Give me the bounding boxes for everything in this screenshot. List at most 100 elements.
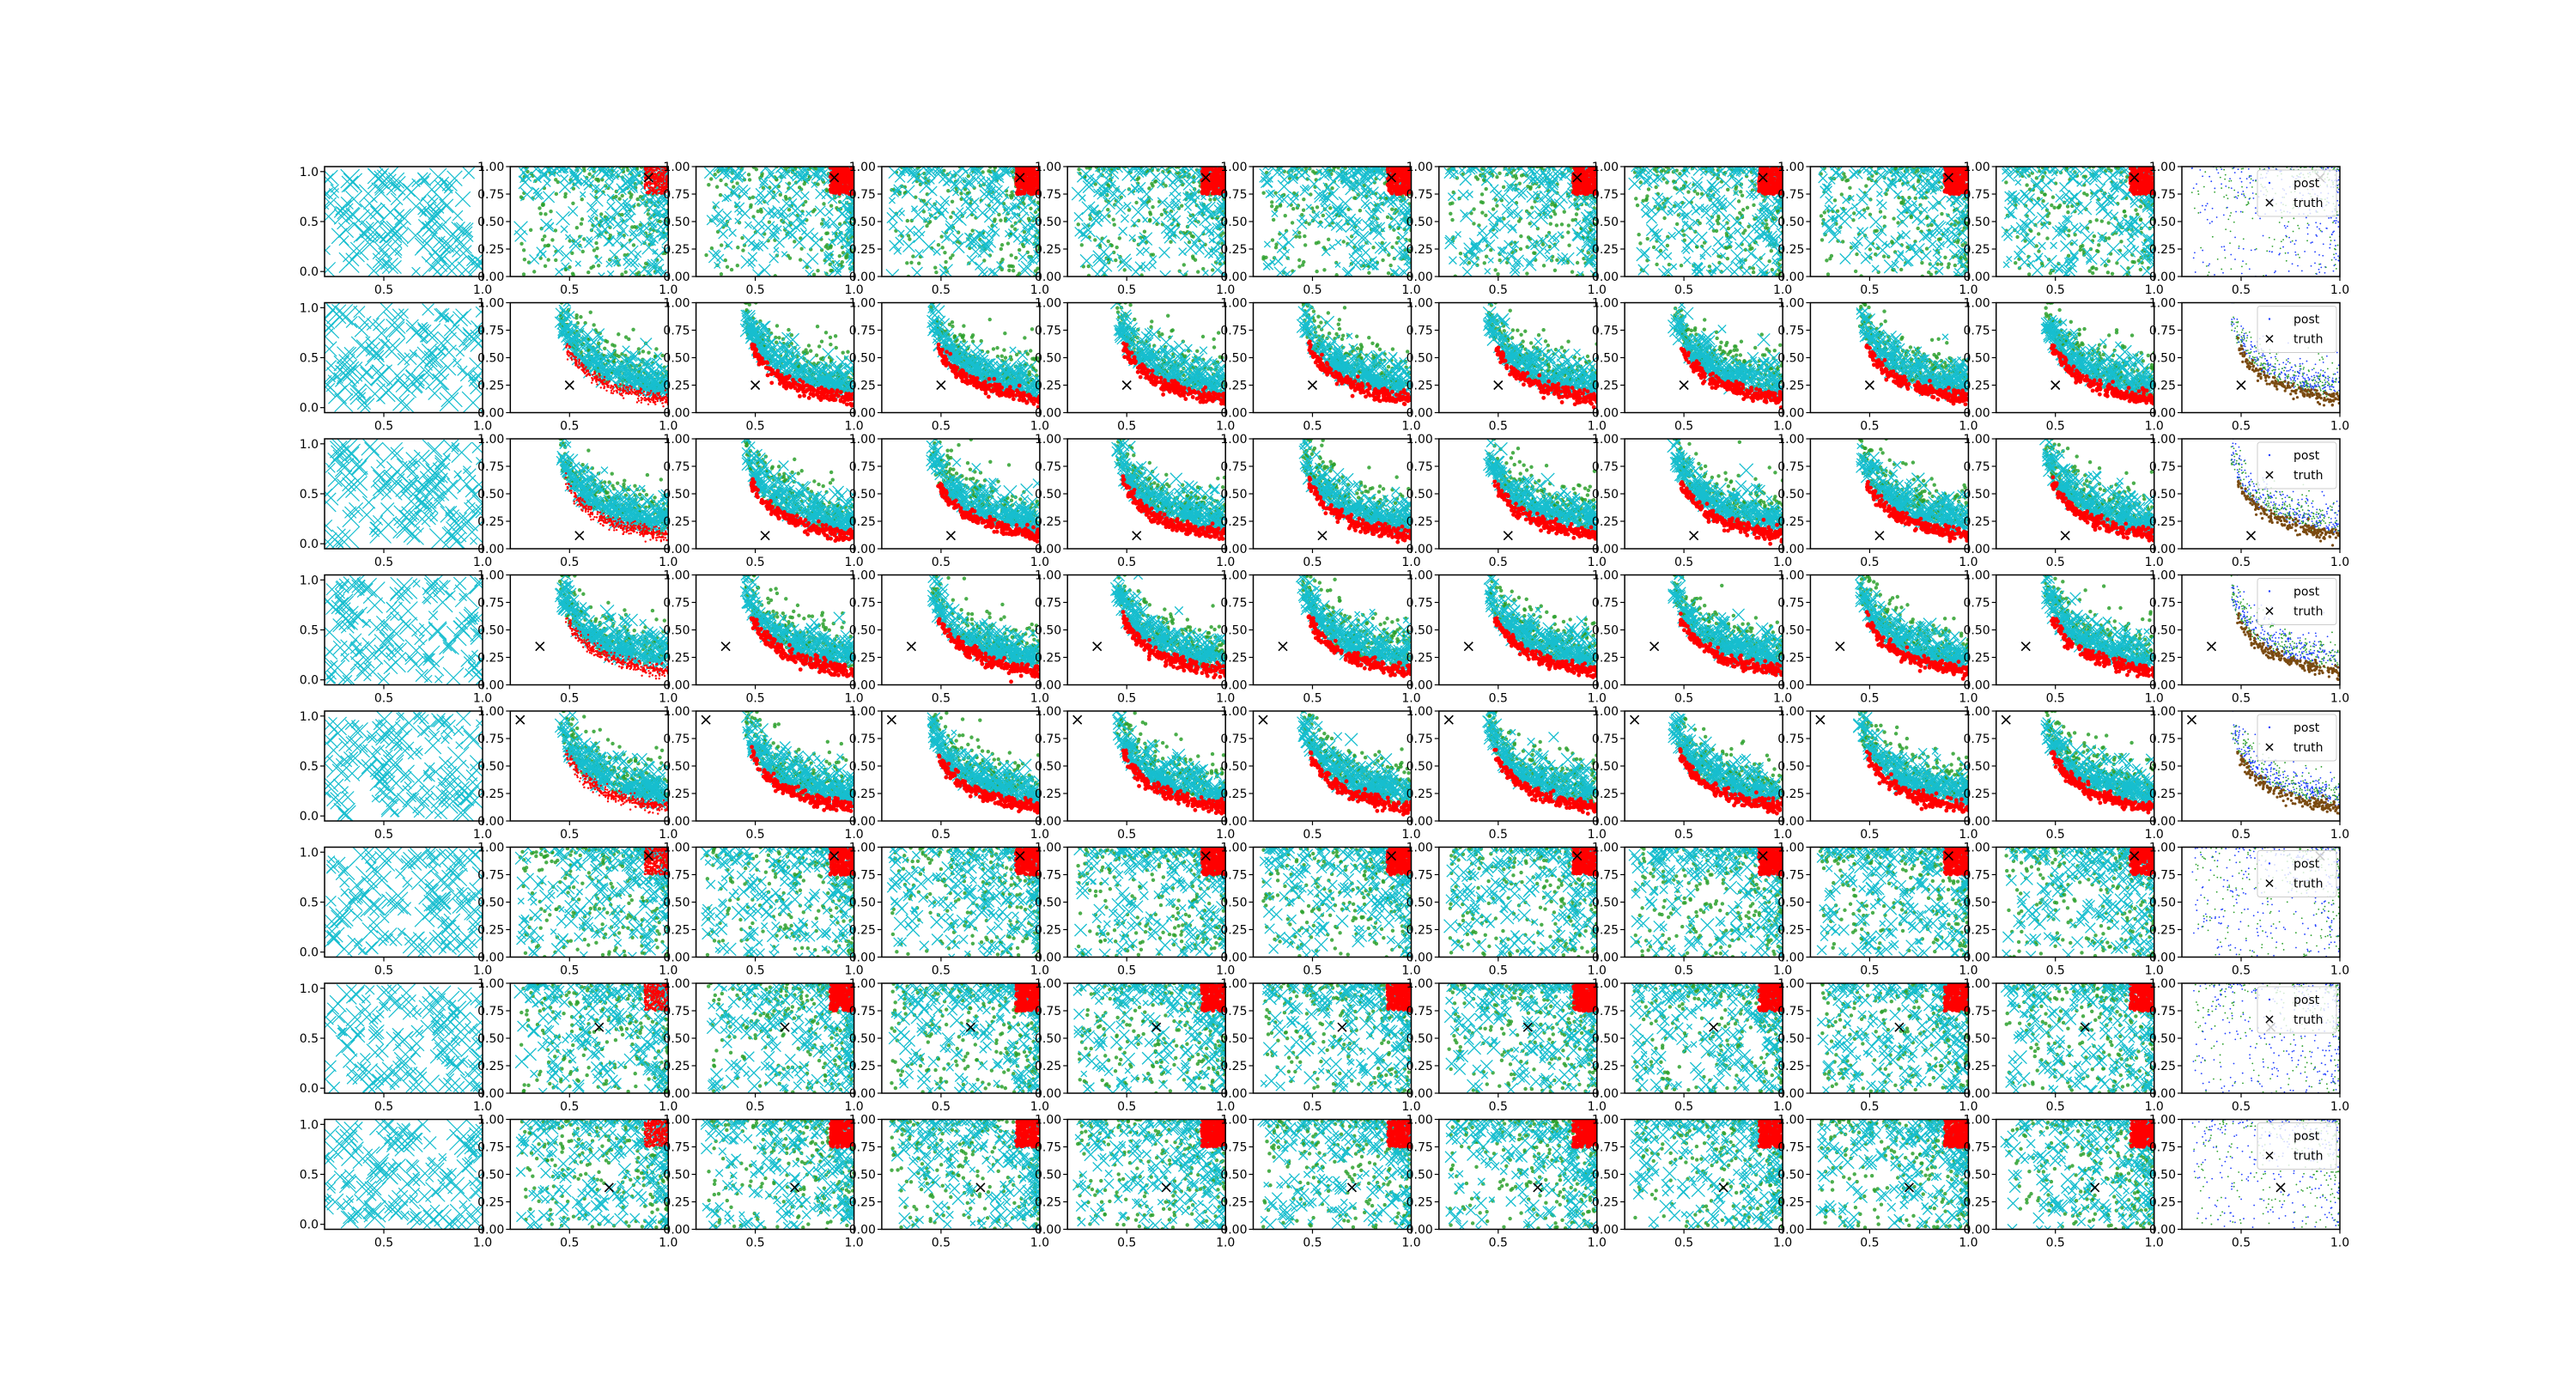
cyan-sample-marker (556, 268, 563, 276)
y-tick-label: 0.00 (849, 271, 876, 284)
x-tick-label: 0.5 (374, 283, 393, 297)
y-tick-label: 0.00 (1035, 271, 1061, 284)
green-sample-point (1741, 208, 1745, 211)
cyan-sample-marker (375, 259, 389, 273)
green-sample-point (1297, 258, 1301, 262)
cyan-sample-marker (403, 184, 420, 201)
cyan-sample-marker (1448, 193, 1455, 201)
green-sample-point (1080, 243, 1084, 246)
green-sample-point (621, 194, 624, 198)
cyan-sample-marker (1362, 248, 1370, 257)
cyan-sample-marker (334, 209, 349, 224)
green-sample-point (1273, 191, 1277, 194)
cyan-sample-marker (1504, 180, 1516, 192)
cyan-sample-marker (1712, 248, 1719, 255)
green-sample-point (544, 264, 547, 268)
green-sample-point (1115, 246, 1118, 249)
green-sample-point (1153, 179, 1157, 183)
cyan-sample-marker (1664, 252, 1671, 259)
green-sample-point (1696, 192, 1699, 195)
green-sample-point (829, 246, 832, 249)
green-sample-point (1087, 264, 1091, 268)
y-tick-label: 0.50 (663, 216, 690, 229)
green-sample-point (704, 253, 708, 257)
cyan-sample-marker (774, 247, 779, 252)
green-sample-point (1528, 222, 1531, 225)
cyan-sample-marker (428, 195, 436, 204)
green-sample-point (1163, 184, 1167, 187)
red-sample-point (659, 168, 660, 170)
cyan-sample-marker (1021, 261, 1032, 272)
y-tick-label: 0.0 (300, 265, 319, 279)
cyan-sample-marker (447, 171, 463, 186)
cyan-sample-marker (1355, 231, 1369, 245)
panel-r1-c6: 0.000.250.500.751.000.5 1.0 (1220, 160, 1420, 297)
green-sample-point (1496, 272, 1499, 276)
y-tick-label: 0.50 (1406, 216, 1433, 229)
plot-area (1444, 161, 1604, 279)
green-sample-point (620, 272, 623, 276)
green-sample-point (1297, 231, 1301, 234)
cyan-sample-marker (738, 188, 750, 200)
green-sample-point (838, 254, 841, 258)
cyan-sample-marker (1489, 166, 1498, 174)
green-sample-point (1541, 243, 1545, 246)
green-sample-point (1316, 240, 1320, 244)
red-sample-point (1213, 190, 1218, 194)
cyan-sample-marker (759, 264, 771, 277)
y-tick-label: 0.75 (1220, 188, 1247, 202)
cyan-sample-marker (390, 229, 408, 247)
red-sample-point (660, 181, 662, 183)
cyan-sample-marker (889, 167, 901, 179)
green-sample-point (1686, 190, 1690, 193)
red-sample-point (655, 169, 657, 171)
green-sample-point (580, 217, 584, 221)
cyan-sample-marker (935, 208, 947, 220)
cyan-sample-marker (346, 191, 362, 207)
green-sample-point (1328, 206, 1332, 210)
green-sample-point (939, 234, 943, 238)
cyan-sample-marker (984, 214, 993, 222)
green-sample-point (1014, 256, 1018, 259)
green-sample-point (735, 181, 738, 185)
cyan-sample-marker (1709, 224, 1715, 230)
cyan-sample-marker (1713, 237, 1722, 246)
green-sample-point (1481, 201, 1485, 204)
cyan-sample-marker (1684, 221, 1695, 232)
green-sample-point (793, 240, 796, 243)
green-sample-point (1519, 234, 1522, 238)
red-sample-point (654, 178, 656, 179)
green-sample-point (1459, 252, 1462, 255)
red-sample-point (1209, 182, 1213, 186)
cyan-sample-marker (544, 179, 550, 186)
y-tick-label: 0.75 (849, 188, 876, 202)
cyan-sample-marker (899, 210, 905, 216)
cyan-sample-marker (729, 229, 737, 237)
cyan-sample-marker (1074, 212, 1083, 221)
green-sample-point (1655, 263, 1658, 266)
green-sample-point (911, 254, 914, 258)
cyan-sample-marker (356, 227, 371, 241)
red-sample-point (652, 171, 653, 173)
green-sample-point (715, 185, 719, 188)
green-sample-point (784, 195, 787, 198)
cyan-sample-marker (748, 258, 756, 266)
green-sample-point (522, 248, 526, 252)
green-sample-point (1107, 214, 1110, 217)
y-tick-label: 1.00 (1220, 161, 1247, 174)
red-sample-point (1400, 175, 1405, 179)
green-sample-point (594, 241, 598, 245)
cyan-sample-marker (367, 264, 380, 277)
cyan-sample-marker (914, 231, 925, 242)
y-tick-label: 0.00 (663, 271, 690, 284)
green-sample-point (999, 247, 1003, 251)
x-tick-label: 0.5 (1489, 283, 1508, 297)
red-sample-point (1203, 184, 1207, 188)
green-sample-point (1495, 204, 1498, 207)
cyan-sample-marker (322, 173, 334, 185)
green-sample-point (571, 271, 574, 275)
cyan-sample-marker (559, 181, 570, 192)
cyan-sample-marker (432, 217, 452, 237)
cyan-sample-marker (1140, 188, 1152, 200)
green-sample-point (1748, 247, 1752, 251)
